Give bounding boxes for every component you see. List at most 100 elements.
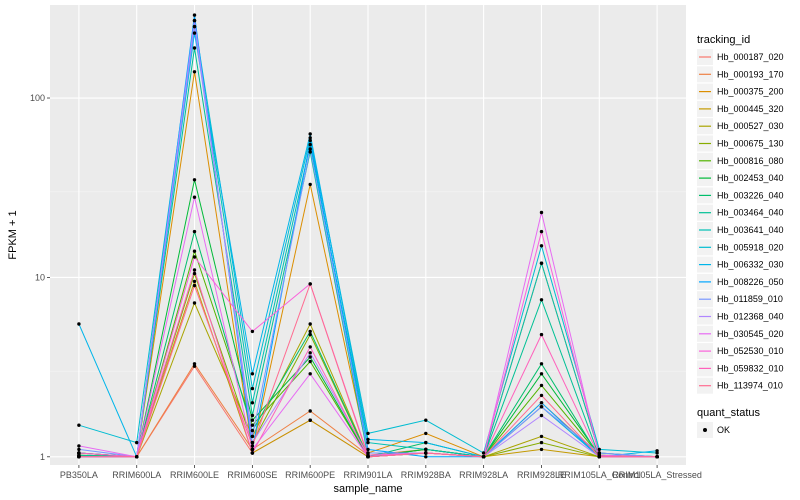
data-point <box>655 455 659 459</box>
data-point <box>192 46 197 50</box>
data-point <box>77 451 81 455</box>
data-point <box>192 249 197 253</box>
legend-label: Hb_000445_320 <box>717 104 784 114</box>
data-point <box>192 279 197 284</box>
y-axis-ticks: 1 10 100 <box>30 93 50 462</box>
legend-label: Hb_113974_010 <box>717 381 783 391</box>
x-tick-label: RRIM600LE <box>170 470 219 480</box>
data-point <box>192 283 197 288</box>
data-point <box>77 322 81 326</box>
data-point <box>366 455 370 459</box>
data-point <box>135 440 139 445</box>
legend-color-items: Hb_000187_020 Hb_000193_170 Hb_000375_200 H… <box>697 49 784 394</box>
series-points <box>77 13 659 459</box>
legend-label: Hb_006332_030 <box>717 260 784 270</box>
data-point <box>308 359 312 364</box>
data-point <box>597 447 601 452</box>
data-point <box>250 434 255 439</box>
data-point <box>366 431 370 436</box>
data-point <box>308 329 312 334</box>
legend-label: Hb_012368_040 <box>717 312 784 322</box>
data-point <box>366 437 370 442</box>
legend-shape-title: quant_status <box>697 407 760 419</box>
data-point <box>250 423 255 427</box>
x-tick-label: PB350LA <box>60 470 98 480</box>
data-point <box>308 150 312 154</box>
legend-label: Hb_059832_010 <box>717 363 784 373</box>
data-point <box>539 332 544 337</box>
data-point <box>250 401 255 405</box>
data-point <box>539 405 544 409</box>
data-point <box>366 447 370 452</box>
data-point <box>192 178 197 182</box>
legend-label: Hb_000375_200 <box>717 87 784 97</box>
data-point <box>655 449 659 453</box>
data-point <box>192 364 197 368</box>
x-tick-label: RRIM105LA_Stressed <box>612 470 702 480</box>
x-tick-label: RRIM901LA <box>343 470 392 480</box>
data-point <box>308 332 312 337</box>
data-point <box>192 362 197 366</box>
data-point <box>192 13 197 17</box>
y-tick-label: 10 <box>35 272 45 282</box>
data-point <box>250 444 255 448</box>
x-tick-label: RRIM105LA_Control <box>558 470 641 480</box>
legend-label: Hb_003226_040 <box>717 190 784 200</box>
data-point <box>250 451 255 455</box>
data-point <box>250 329 255 334</box>
data-point <box>308 182 312 187</box>
data-point <box>250 418 255 422</box>
legend-label: Hb_003464_040 <box>717 208 784 218</box>
data-point <box>539 372 544 376</box>
data-point <box>308 147 312 151</box>
x-tick-label: RRIM600SE <box>227 470 277 480</box>
x-tick-label: RRIM600LA <box>112 470 161 480</box>
data-point <box>539 383 544 388</box>
data-point <box>192 229 197 234</box>
x-tick-label: RRIM928BA <box>401 470 451 480</box>
x-axis-title: sample_name <box>333 483 402 495</box>
data-point <box>77 423 81 427</box>
data-point <box>539 401 544 405</box>
legend-label: Hb_000675_130 <box>717 139 784 149</box>
data-point <box>250 386 255 391</box>
legend-color-title: tracking_id <box>697 34 750 46</box>
data-point <box>424 447 428 452</box>
data-point <box>308 282 312 286</box>
data-point <box>192 70 197 74</box>
x-tick-label: RRIM928LE <box>517 470 566 480</box>
data-point <box>192 24 197 29</box>
data-point <box>424 431 428 436</box>
data-point <box>539 393 544 398</box>
legend-label: Hb_052530_010 <box>717 346 784 356</box>
x-axis-ticks: PB350LA RRIM600LA RRIM600LE RRIM600SE RRIM60… <box>60 465 702 480</box>
legend-label: Hb_003641_040 <box>717 225 784 235</box>
data-point <box>481 455 486 459</box>
data-point <box>77 455 81 459</box>
data-point <box>308 132 312 136</box>
y-tick-label: 1 <box>40 452 45 462</box>
legend-label: Hb_000193_170 <box>717 69 784 79</box>
data-point <box>597 455 601 459</box>
data-point <box>77 444 81 448</box>
data-point <box>250 428 255 433</box>
data-point <box>308 372 312 376</box>
data-point <box>308 142 312 147</box>
data-point <box>539 261 544 265</box>
data-point <box>366 440 370 445</box>
data-point <box>481 451 486 455</box>
data-point <box>135 455 139 459</box>
y-axis-title: FPKM + 1 <box>7 210 19 259</box>
data-point <box>539 434 544 439</box>
legend-label: Hb_005918_020 <box>717 242 784 252</box>
data-point <box>424 418 428 422</box>
data-point <box>250 440 255 445</box>
legend-label: Hb_000527_030 <box>717 121 784 131</box>
legend-label: Hb_030545_020 <box>717 329 784 339</box>
data-point <box>539 298 544 302</box>
data-point <box>308 355 312 359</box>
data-point <box>192 271 197 276</box>
y-tick-label: 100 <box>30 93 45 103</box>
data-point <box>424 440 428 445</box>
